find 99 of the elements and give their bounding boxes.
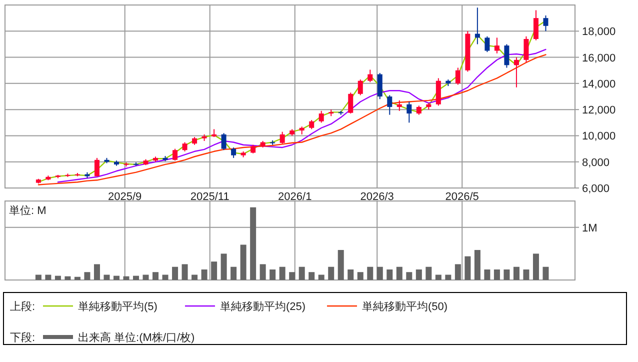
candlestick bbox=[406, 101, 412, 124]
legend-label: 単純移動平均(25) bbox=[220, 301, 306, 313]
y-tick-label: 10,000 bbox=[582, 130, 616, 143]
bar bbox=[250, 207, 256, 280]
x-tick-label: 2026/1 bbox=[278, 191, 312, 203]
legend-label: 出来高 単位:(M株/口/枚) bbox=[78, 331, 195, 344]
candlestick bbox=[280, 131, 285, 144]
x-tick-label: 2026/3 bbox=[360, 191, 394, 203]
bar bbox=[386, 269, 393, 280]
bar bbox=[104, 274, 110, 280]
candlestick bbox=[172, 148, 178, 162]
bar bbox=[396, 266, 402, 280]
bar bbox=[348, 269, 354, 280]
bar bbox=[220, 254, 227, 280]
bar bbox=[94, 264, 100, 280]
candlestick bbox=[436, 78, 441, 106]
candlestick bbox=[416, 105, 422, 116]
bar bbox=[328, 266, 334, 280]
candlestick bbox=[504, 44, 510, 68]
bar bbox=[464, 256, 471, 280]
bar bbox=[357, 272, 364, 280]
y-tick-label: 16,000 bbox=[582, 52, 616, 64]
bar bbox=[142, 274, 149, 280]
candlestick bbox=[358, 79, 363, 96]
bar bbox=[532, 254, 539, 280]
bar bbox=[45, 274, 52, 280]
bar bbox=[113, 276, 120, 280]
bar bbox=[454, 264, 461, 280]
candlestick bbox=[221, 132, 226, 151]
bar bbox=[318, 274, 324, 280]
candlestick bbox=[94, 157, 100, 177]
bar bbox=[474, 250, 480, 280]
bar bbox=[182, 264, 188, 280]
bar bbox=[513, 266, 520, 280]
bar bbox=[289, 272, 296, 280]
bar bbox=[240, 244, 246, 280]
y-tick-label: 12,000 bbox=[582, 104, 616, 117]
candlestick bbox=[514, 56, 519, 88]
bar bbox=[230, 266, 237, 280]
y-tick-label: 14,000 bbox=[582, 78, 616, 90]
bar bbox=[64, 276, 71, 280]
candlestick bbox=[543, 14, 548, 32]
candlestick bbox=[377, 72, 382, 100]
bar bbox=[426, 266, 432, 280]
bar bbox=[35, 274, 42, 280]
candlestick bbox=[231, 146, 236, 158]
candlestick bbox=[348, 92, 354, 114]
bar bbox=[84, 272, 90, 280]
candlestick bbox=[474, 7, 480, 45]
candlestick bbox=[533, 10, 538, 41]
annotation: 単位: M bbox=[9, 205, 46, 217]
y-tick-label: 18,000 bbox=[582, 26, 616, 38]
legend-label: 単純移動平均(5) bbox=[78, 301, 158, 313]
bar bbox=[172, 266, 178, 280]
bar bbox=[270, 269, 276, 280]
bar bbox=[416, 269, 422, 280]
y-tick-label: 8,000 bbox=[582, 156, 610, 169]
bar bbox=[494, 269, 500, 280]
bar bbox=[279, 266, 286, 280]
bar bbox=[504, 269, 510, 280]
bar bbox=[523, 269, 530, 280]
y-tick-label: 1M bbox=[582, 222, 598, 234]
bar bbox=[406, 272, 412, 280]
candlestick bbox=[396, 100, 402, 112]
bar bbox=[192, 274, 198, 280]
bar bbox=[201, 269, 208, 280]
bar bbox=[542, 266, 549, 280]
legend-title: 上段: bbox=[10, 300, 36, 313]
bar bbox=[123, 276, 130, 280]
bar bbox=[484, 269, 490, 280]
bar bbox=[445, 274, 452, 280]
candlestick bbox=[309, 120, 314, 130]
candlestick bbox=[182, 142, 188, 152]
bar bbox=[367, 266, 374, 280]
candlestick bbox=[387, 94, 392, 116]
bar bbox=[54, 276, 61, 280]
bar bbox=[260, 264, 266, 280]
bar bbox=[435, 274, 442, 280]
bar bbox=[133, 276, 139, 280]
x-tick-label: 2025/9 bbox=[108, 191, 142, 203]
legend-label: 単純移動平均(50) bbox=[362, 301, 448, 313]
bar bbox=[298, 266, 305, 280]
candlestick bbox=[318, 110, 324, 124]
y-tick-label: 6,000 bbox=[582, 183, 610, 195]
bar bbox=[162, 274, 168, 280]
candlestick bbox=[484, 36, 490, 53]
bar bbox=[152, 272, 159, 280]
bar bbox=[211, 262, 218, 280]
bar bbox=[308, 272, 315, 280]
candlestick bbox=[524, 36, 529, 64]
candlestick bbox=[494, 37, 500, 54]
legend-title: 下段: bbox=[10, 332, 36, 344]
bar bbox=[376, 266, 383, 280]
x-tick-label: 2025/11 bbox=[190, 191, 230, 203]
bar bbox=[338, 250, 344, 280]
x-tick-label: 2026/5 bbox=[445, 191, 479, 203]
candlestick bbox=[455, 67, 460, 86]
candlestick bbox=[368, 69, 373, 83]
bar bbox=[74, 276, 80, 280]
